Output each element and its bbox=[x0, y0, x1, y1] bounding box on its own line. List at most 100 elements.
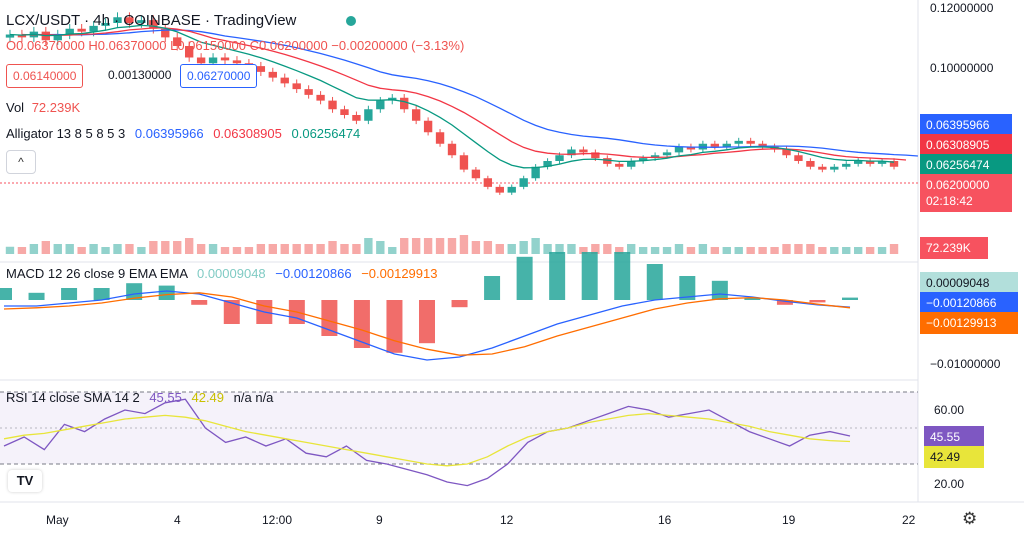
candle-body bbox=[459, 155, 469, 170]
volume-bar bbox=[304, 244, 313, 254]
volume-legend[interactable]: Vol 72.239K bbox=[6, 100, 80, 115]
tradingview-logo[interactable]: TV bbox=[8, 470, 42, 492]
candle-body bbox=[782, 149, 791, 156]
rsi-label: RSI 14 close SMA 14 2 bbox=[6, 390, 140, 405]
volume-bar bbox=[722, 247, 731, 254]
candle-body bbox=[483, 178, 493, 187]
candle-body bbox=[686, 146, 696, 150]
volume-bar bbox=[710, 247, 720, 254]
volume-bar bbox=[806, 244, 815, 254]
macd-hist-bar bbox=[386, 300, 403, 353]
macd-hist-bar bbox=[581, 252, 598, 300]
volume-bar bbox=[256, 244, 266, 254]
rsi-legend[interactable]: RSI 14 close SMA 14 2 45.55 42.49 n/a n/… bbox=[6, 390, 273, 405]
lips-price-tag: 0.06256474 bbox=[920, 154, 1012, 176]
volume-bar bbox=[830, 247, 839, 254]
volume-bar bbox=[531, 238, 540, 254]
time-tick: 12:00 bbox=[262, 513, 292, 527]
volume-bar bbox=[232, 247, 242, 254]
volume-bar bbox=[507, 244, 516, 254]
volume-bar bbox=[746, 247, 755, 254]
macd-hist-value: 0.00009048 bbox=[196, 266, 266, 281]
symbol-title[interactable]: LCX/USDT · 4h · COINBASE · TradingView bbox=[6, 12, 297, 29]
macd-hist-bar bbox=[61, 288, 78, 300]
macd-hist-bar bbox=[809, 300, 826, 303]
candle-body bbox=[173, 37, 182, 46]
alligator-legend[interactable]: Alligator 13 8 5 8 5 3 0.06395966 0.0630… bbox=[6, 126, 360, 141]
macd-hist-bar bbox=[679, 276, 696, 300]
alligator-label: Alligator 13 8 5 8 5 3 bbox=[6, 126, 126, 141]
volume-bar bbox=[352, 244, 361, 254]
candle-body bbox=[316, 94, 325, 101]
volume-bar bbox=[125, 244, 134, 254]
volume-group bbox=[5, 235, 899, 254]
volume-bar bbox=[137, 247, 146, 254]
candle-body bbox=[220, 57, 230, 61]
candle-body bbox=[137, 20, 146, 23]
macd-hist-bar bbox=[353, 300, 370, 348]
volume-bar bbox=[280, 244, 289, 254]
volume-bar bbox=[101, 247, 110, 254]
macd-value: −0.00120866 bbox=[275, 266, 352, 281]
candle-body bbox=[352, 115, 361, 121]
time-tick: 19 bbox=[782, 513, 796, 527]
collapse-legend-button[interactable]: ^ bbox=[6, 150, 36, 174]
macd-hist-bar bbox=[126, 283, 143, 300]
macd-hist-tag: 0.00009048 bbox=[920, 272, 1018, 294]
macd-legend[interactable]: MACD 12 26 close 9 EMA EMA 0.00009048 −0… bbox=[6, 266, 437, 281]
rsi-line bbox=[3, 398, 851, 487]
volume-bar bbox=[161, 241, 170, 254]
candle-body bbox=[125, 17, 134, 23]
macd-hist-bar bbox=[93, 288, 110, 300]
macd-tick: −0.01000000 bbox=[930, 357, 1001, 371]
candle-body bbox=[507, 186, 516, 193]
volume-bar bbox=[865, 247, 875, 254]
volume-bar bbox=[173, 241, 182, 254]
macd-hist-bar bbox=[321, 300, 338, 336]
volume-bar bbox=[435, 238, 445, 254]
volume-bar bbox=[615, 247, 624, 254]
candle-body bbox=[543, 161, 552, 167]
volume-bar bbox=[411, 238, 421, 254]
volume-bar bbox=[113, 244, 122, 254]
time-tick: 22 bbox=[902, 513, 916, 527]
candle-body bbox=[292, 83, 301, 90]
macd-hist-bar bbox=[549, 252, 566, 300]
volume-bar bbox=[555, 244, 564, 254]
bid-price-box[interactable]: 0.06140000 bbox=[6, 64, 84, 88]
candle-body bbox=[877, 161, 887, 164]
candle-body bbox=[149, 20, 158, 29]
candle-body bbox=[184, 46, 194, 58]
gear-icon[interactable]: ⚙ bbox=[962, 509, 978, 528]
volume-bar bbox=[77, 247, 86, 254]
time-tick: 9 bbox=[376, 513, 383, 527]
volume-bar bbox=[17, 247, 27, 254]
price-tick: 0.12000000 bbox=[930, 1, 994, 15]
candle-body bbox=[734, 140, 743, 144]
volume-bar bbox=[842, 247, 851, 254]
candle-body bbox=[603, 158, 612, 164]
candle-body bbox=[710, 143, 720, 147]
time-tick: 12 bbox=[500, 513, 514, 527]
rsi-sma-tag: 42.49 bbox=[924, 446, 984, 468]
candle-body bbox=[758, 143, 767, 147]
rsi-value: 45.55 bbox=[149, 390, 182, 405]
candle-body bbox=[304, 89, 313, 95]
volume-value: 72.239K bbox=[31, 100, 81, 115]
chevron-up-icon: ^ bbox=[18, 155, 24, 169]
candle-body bbox=[889, 161, 899, 167]
macd-label: MACD 12 26 close 9 EMA EMA bbox=[6, 266, 188, 281]
candle-body bbox=[256, 66, 266, 72]
candle-body bbox=[650, 155, 660, 159]
candle-body bbox=[17, 34, 27, 38]
volume-bar bbox=[29, 244, 39, 254]
volume-bar bbox=[650, 247, 660, 254]
volume-bar bbox=[459, 235, 469, 254]
ask-price-box[interactable]: 0.06270000 bbox=[180, 64, 258, 88]
candle-body bbox=[65, 28, 74, 35]
alligator-teeth-line bbox=[21, 27, 907, 161]
macd-hist-bar bbox=[614, 252, 631, 300]
macd-hist-bar bbox=[28, 292, 45, 300]
